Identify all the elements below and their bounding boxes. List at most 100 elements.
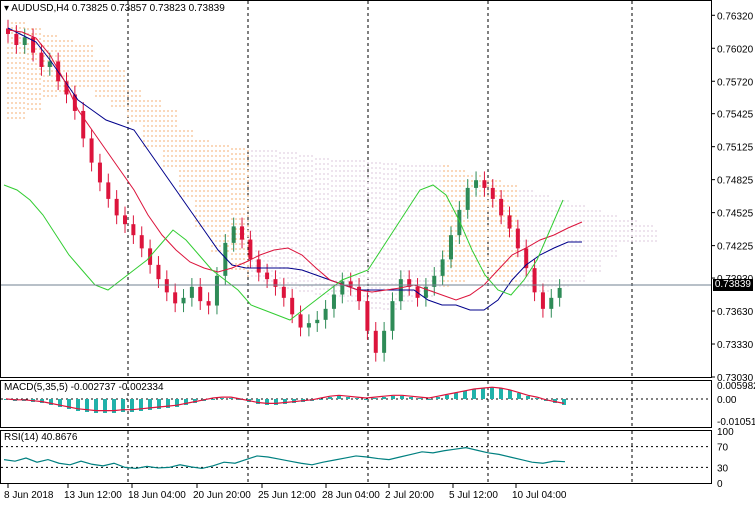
time-axis-label: 13 Jun 12:00 — [64, 490, 122, 501]
price-axis-label: 0.74525 — [717, 209, 754, 220]
bear-candle — [482, 180, 487, 188]
macd-axis-label: -0.01051 — [717, 417, 755, 428]
ichimoku-cloud — [7, 22, 657, 310]
bull-candle — [231, 226, 236, 243]
time-axis-label: 25 Jun 12:00 — [258, 490, 316, 501]
price-axis-label: 0.74825 — [717, 176, 754, 187]
macd-bar — [319, 399, 323, 400]
bear-candle — [290, 297, 295, 315]
macd-bar — [481, 388, 485, 399]
macd-bar — [364, 399, 368, 400]
bear-candle — [6, 28, 10, 34]
rsi-axis-label: 30 — [717, 463, 729, 474]
bear-candle — [173, 292, 178, 304]
bear-candle — [89, 138, 94, 163]
bear-candle — [248, 239, 253, 260]
macd-signal-line — [5, 386, 565, 412]
bull-candle — [382, 330, 387, 353]
price-axis-label: 0.76320 — [717, 11, 754, 22]
bull-candle — [423, 286, 428, 298]
macd-bar — [166, 399, 170, 408]
bear-candle — [515, 228, 520, 249]
bear-candle — [540, 292, 545, 309]
macd-bar — [418, 398, 422, 399]
macd-bar — [373, 398, 377, 399]
macd-bar — [499, 388, 503, 399]
macd-bar — [148, 399, 152, 410]
time-axis-label: 2 Jul 20:00 — [385, 490, 434, 501]
macd-bar — [436, 397, 440, 399]
bull-candle — [306, 323, 311, 328]
indicator-lines — [3, 27, 583, 321]
macd-bar — [94, 399, 98, 413]
time-axis-label: 28 Jun 04:00 — [322, 490, 380, 501]
bear-candle — [407, 279, 412, 287]
price-axis-label: 0.75125 — [717, 143, 754, 154]
macd-bar — [562, 399, 566, 405]
bull-candle — [47, 61, 52, 67]
rsi-axis-label: 0 — [717, 479, 723, 490]
rsi-indicator: 100 70 30 0 — [1, 427, 734, 490]
axes: 0.76320 0.76020 0.75720 0.75425 0.75125 0.748… — [4, 11, 754, 501]
macd-bar — [274, 399, 278, 405]
macd-bar — [400, 396, 404, 399]
price-axis-label: 0.76020 — [717, 44, 754, 55]
bear-candle — [256, 259, 261, 273]
macd-bar — [103, 399, 107, 413]
candles[interactable] — [6, 19, 562, 362]
price-axis-label: 0.73030 — [717, 373, 754, 384]
macd-bar — [67, 399, 71, 409]
time-axis-label: 10 Jul 04:00 — [512, 490, 567, 501]
chart-header: ▾ AUDUSD,H4 0.73825 0.73857 0.73823 0.73… — [4, 3, 225, 14]
bull-candle — [432, 275, 437, 287]
bear-candle — [31, 37, 36, 53]
bear-candle — [490, 187, 495, 199]
bull-candle — [448, 235, 453, 260]
macd-panel-frame — [0, 380, 712, 428]
macd-bar — [454, 393, 458, 399]
macd-axis-label: 0.005982 — [717, 381, 755, 392]
bull-candle — [557, 287, 562, 298]
bear-candle — [357, 286, 362, 302]
rsi-axis-label: 70 — [717, 443, 729, 454]
macd-bar — [121, 399, 125, 412]
bull-candle — [465, 187, 470, 210]
bull-candle — [340, 281, 345, 295]
time-axis-label: 20 Jun 20:00 — [193, 490, 251, 501]
bear-candle — [139, 235, 144, 249]
bull-candle — [214, 275, 219, 306]
collapse-triangle-icon[interactable]: ▾ — [4, 3, 10, 14]
macd-bar — [382, 397, 386, 399]
bull-candle — [223, 242, 228, 276]
bear-candle — [240, 226, 245, 240]
bear-candle — [524, 248, 529, 269]
macd-bar — [427, 399, 431, 400]
price-axis-label: 0.73630 — [717, 307, 754, 318]
kijun-sen-line — [7, 27, 582, 311]
macd-indicator: 0.005982 0.00 -0.01051 — [1, 381, 755, 428]
bear-candle — [365, 301, 370, 331]
bear-candle — [39, 52, 44, 67]
bear-candle — [273, 279, 278, 287]
bear-candle — [97, 162, 102, 183]
macd-bar — [175, 399, 179, 407]
bear-candle — [64, 81, 69, 95]
bear-candle — [499, 198, 504, 216]
bear-candle — [156, 264, 161, 280]
macd-bar — [517, 393, 521, 399]
bear-candle — [198, 286, 203, 302]
bear-candle — [123, 215, 128, 225]
bull-candle — [549, 297, 554, 309]
macd-bar — [229, 398, 233, 399]
macd-bar — [391, 396, 395, 399]
macd-bar — [220, 398, 224, 399]
macd-bar — [256, 399, 260, 404]
bear-candle — [206, 301, 211, 306]
macd-bar — [472, 389, 476, 399]
bear-candle — [281, 286, 286, 298]
macd-label: MACD(5,35,5) -0.002737 -0.002334 — [4, 382, 164, 393]
current-price-tag: 0.73839 — [713, 279, 753, 291]
chikou-span-line — [3, 184, 564, 321]
